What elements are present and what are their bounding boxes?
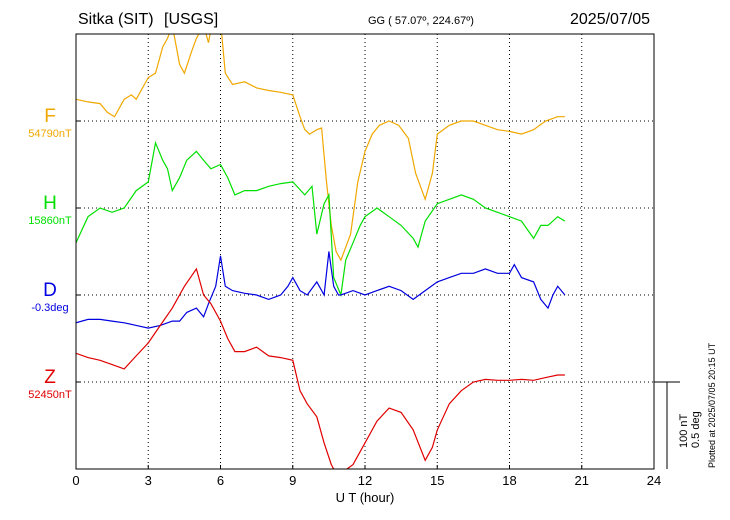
x-tick-label-9: 9: [289, 473, 296, 488]
x-tick-label-24: 24: [647, 473, 661, 488]
series-line-h: [76, 140, 566, 298]
plot-frame: [75, 33, 655, 470]
x-tick-label-3: 3: [145, 473, 152, 488]
series-letter-z: Z: [44, 367, 56, 388]
series-baseline-z: 52450nT: [28, 389, 72, 401]
scale-bar: [654, 381, 680, 469]
grid-lines: [76, 34, 654, 469]
series-lines: [76, 34, 566, 469]
plotted-note: Plotted at 2025/07/05 20:15 UT: [707, 342, 717, 468]
scale-nt-label: 100 nT: [678, 413, 690, 448]
series-baseline-d: -0.3deg: [31, 302, 69, 314]
series-label-d: D -0.3deg: [15, 280, 85, 314]
series-letter-h: H: [43, 193, 57, 214]
date-label: 2025/07/05: [570, 11, 651, 28]
series-label-h: H 15860nT: [15, 193, 85, 227]
series-baseline-h: 15860nT: [28, 215, 72, 227]
series-label-z: Z 52450nT: [15, 367, 85, 401]
series-line-z: [76, 267, 565, 469]
x-tick-label-12: 12: [358, 473, 372, 488]
series-line-f: [76, 34, 565, 262]
x-axis-label: U T (hour): [336, 490, 395, 505]
scale-deg-label: 0.5 deg: [690, 411, 702, 448]
x-ticks: 0 3 6 9 12 15 18 21 24: [72, 465, 661, 488]
series-baseline-f: 54790nT: [28, 128, 72, 140]
source-label: [USGS]: [164, 11, 219, 28]
series-letter-d: D: [43, 280, 57, 301]
series-letter-f: F: [44, 106, 56, 127]
x-tick-label-15: 15: [430, 473, 444, 488]
station-title: Sitka (SIT): [78, 11, 154, 28]
x-tick-label-18: 18: [502, 473, 516, 488]
coordinates-label: GG ( 57.07º, 224.67º): [368, 15, 474, 27]
x-tick-label-6: 6: [217, 473, 224, 488]
series-line-d: [76, 251, 566, 329]
series-label-f: F 54790nT: [15, 106, 85, 140]
x-tick-label-0: 0: [72, 473, 79, 488]
x-tick-label-21: 21: [575, 473, 589, 488]
